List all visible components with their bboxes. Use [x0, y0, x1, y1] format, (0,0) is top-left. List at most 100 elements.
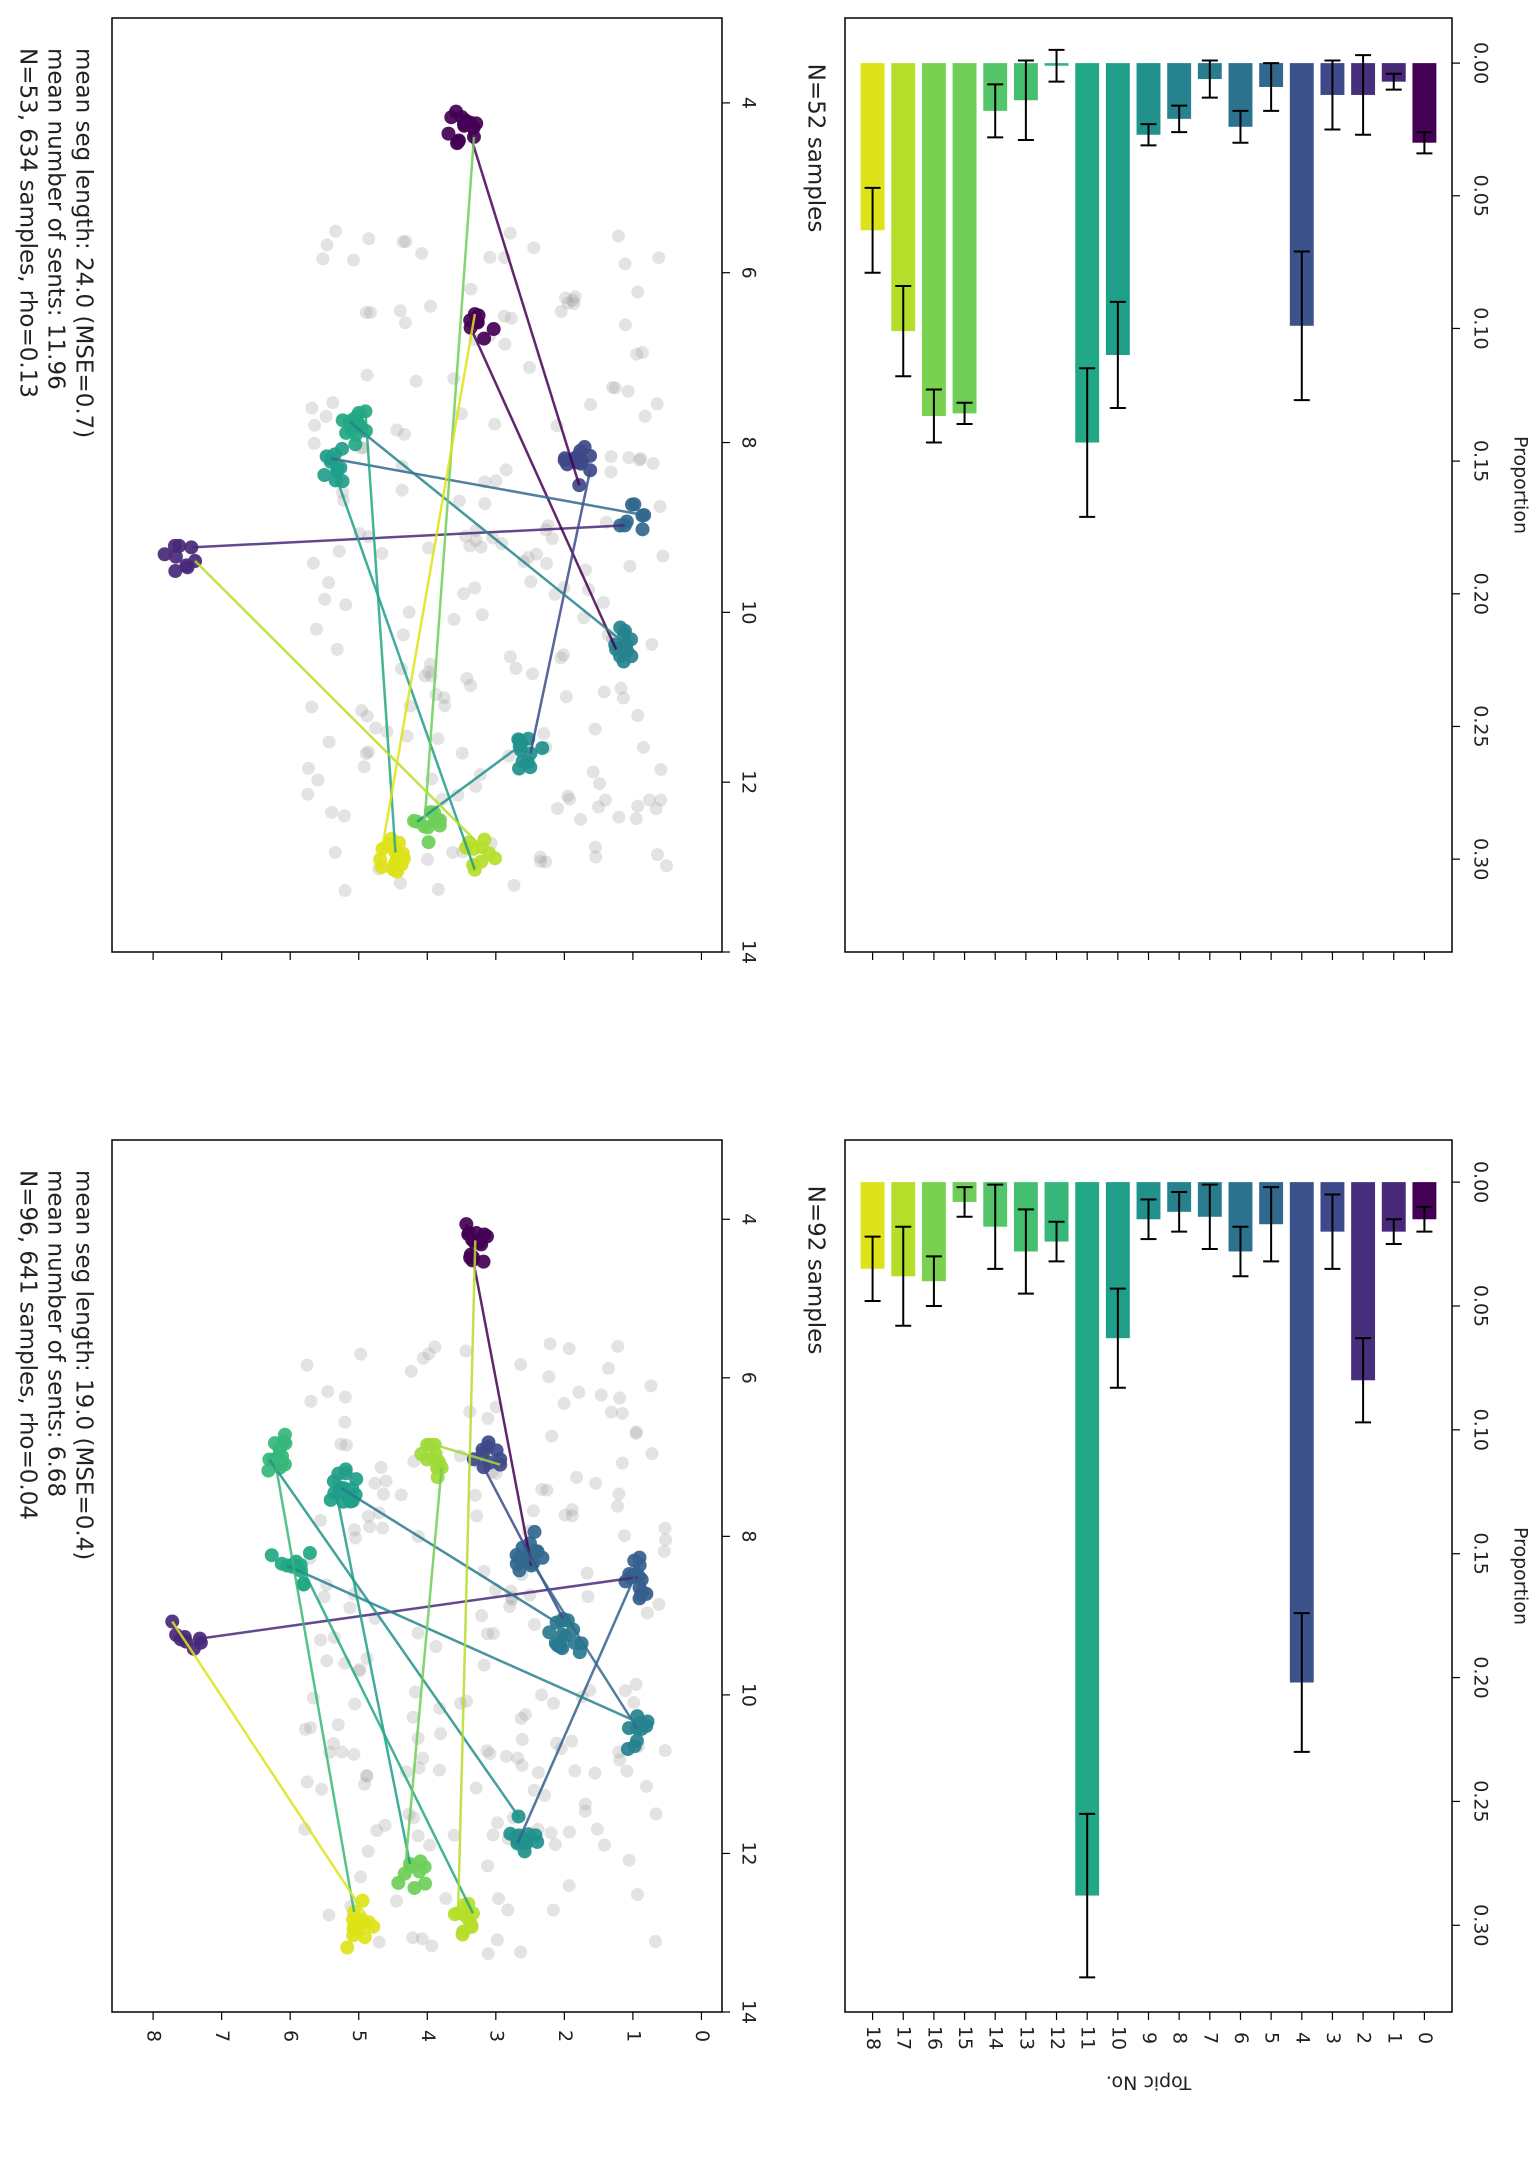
background-point [618, 1684, 632, 1698]
background-point [597, 1838, 611, 1852]
background-point [470, 1509, 484, 1523]
background-point [636, 740, 650, 754]
segment-line [416, 745, 521, 823]
background-point [588, 840, 602, 854]
bar-topic-6 [1228, 1182, 1253, 1252]
y-tick-label: 0 [691, 2030, 713, 2042]
background-point [562, 1342, 576, 1356]
segment-line [331, 457, 645, 517]
background-point [319, 409, 333, 423]
background-point [526, 667, 540, 681]
bar-topic-0 [1412, 63, 1437, 143]
background-point [399, 235, 413, 249]
background-point [464, 679, 478, 693]
background-point [649, 1807, 663, 1821]
data-point [535, 1550, 550, 1565]
background-point [422, 1347, 436, 1361]
background-point [478, 497, 492, 511]
background-point [338, 1390, 352, 1404]
background-point [568, 1764, 582, 1778]
background-point [314, 1633, 328, 1647]
background-point [402, 605, 416, 619]
data-point [361, 1915, 376, 1930]
background-point [424, 657, 438, 671]
background-point [481, 1859, 495, 1873]
background-point [545, 532, 559, 546]
data-point [574, 454, 589, 469]
x-tick-label: 0.05 [1470, 175, 1492, 217]
background-point [657, 1544, 671, 1558]
background-point [554, 651, 568, 665]
background-point [594, 1388, 608, 1402]
background-point [359, 305, 373, 319]
background-point [421, 853, 435, 867]
background-point [572, 1385, 586, 1399]
category-label: 0 [1414, 2032, 1436, 2044]
bar-topic-10 [1105, 63, 1130, 355]
background-point [411, 1626, 425, 1640]
background-point [469, 533, 483, 547]
background-point [570, 1470, 584, 1484]
background-point [362, 530, 376, 544]
background-point [563, 792, 577, 806]
bar-topic-18 [860, 1182, 885, 1269]
background-point [604, 1405, 618, 1419]
background-point [562, 1879, 576, 1893]
background-point [439, 1892, 453, 1906]
background-point [326, 396, 340, 410]
background-point [322, 1908, 336, 1922]
background-point [416, 1751, 430, 1765]
background-point [300, 1358, 314, 1372]
category-label: 3 [1322, 2032, 1344, 2044]
background-point [361, 1509, 375, 1523]
background-point [464, 282, 478, 296]
background-point [354, 1347, 368, 1361]
background-point [451, 788, 465, 802]
segment-line [521, 1546, 639, 1729]
background-point [539, 855, 553, 869]
background-point [475, 1609, 489, 1623]
segment-line [273, 1459, 356, 1913]
data-point [157, 547, 172, 562]
segment-line [329, 461, 476, 871]
background-point [415, 1932, 429, 1946]
data-point [348, 437, 363, 452]
background-point [514, 1711, 528, 1725]
data-point [503, 1826, 518, 1841]
y-tick-label: 7 [211, 2030, 233, 2042]
x-tick-label: 6 [738, 267, 760, 279]
background-point [611, 229, 625, 243]
data-point [621, 1721, 636, 1736]
segment-line [199, 1576, 638, 1640]
background-point [452, 494, 466, 508]
background-point [590, 1822, 604, 1836]
background-point [588, 722, 602, 736]
background-point [454, 1696, 468, 1710]
background-point [428, 1340, 442, 1354]
data-point [391, 1875, 406, 1890]
background-point [615, 1406, 629, 1420]
background-point [304, 1721, 318, 1735]
cluster-topic-4 [618, 1550, 654, 1606]
background-points [298, 1337, 673, 1961]
segment-line [348, 420, 627, 646]
background-point [468, 581, 482, 595]
background-point [565, 1734, 579, 1748]
segment-line [364, 411, 397, 853]
background-point [580, 1566, 594, 1580]
background-point [561, 789, 575, 803]
background-point [337, 809, 351, 823]
x-axis-label: Proportion [1510, 1527, 1532, 1625]
background-point [650, 848, 664, 862]
background-point [431, 732, 445, 746]
background-point [422, 665, 436, 679]
background-point [360, 709, 374, 723]
background-point [548, 1838, 562, 1852]
background-point [653, 500, 667, 514]
cluster-topic-5 [608, 620, 639, 669]
data-point [319, 449, 334, 464]
background-point [360, 368, 374, 382]
background-point [608, 381, 622, 395]
plot-frame [844, 17, 1453, 953]
